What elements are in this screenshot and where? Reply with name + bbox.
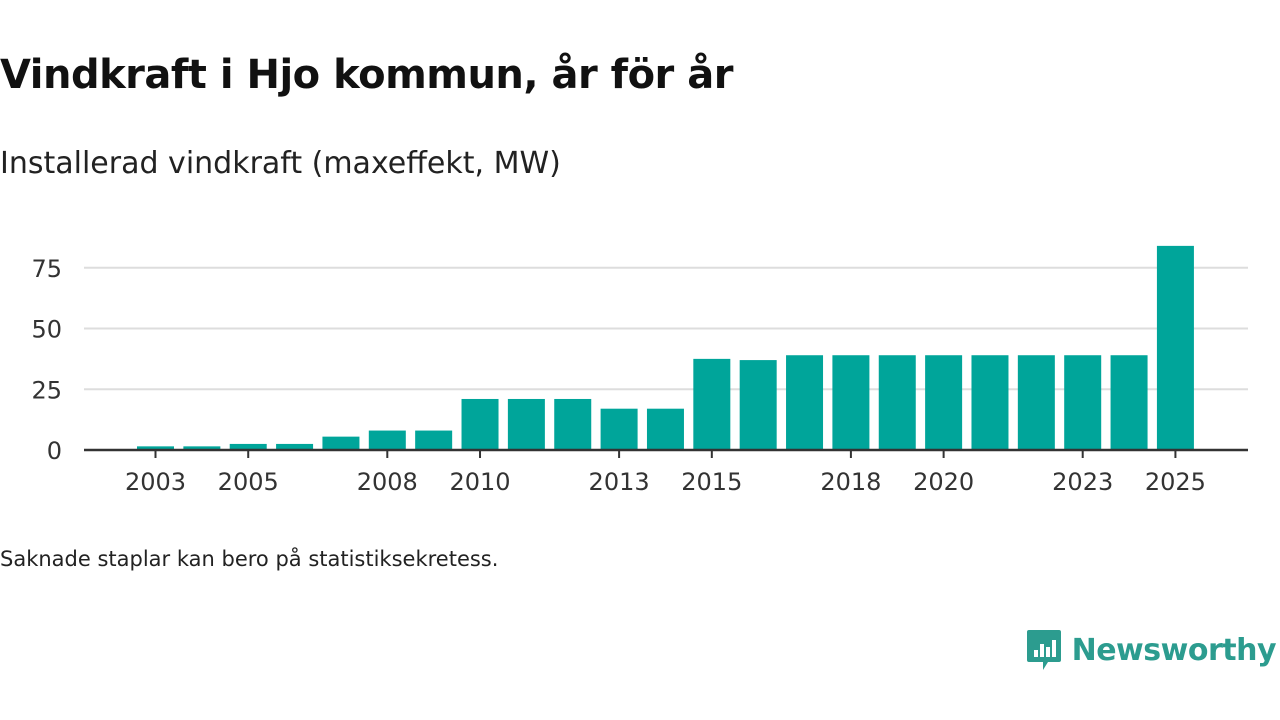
x-tick-label: 2005 bbox=[218, 468, 279, 496]
bar bbox=[1064, 355, 1102, 450]
bar bbox=[739, 360, 777, 450]
y-tick-label: 75 bbox=[31, 255, 62, 283]
newsworthy-logo-icon bbox=[1026, 630, 1061, 670]
brand-name: Newsworthy bbox=[1071, 632, 1277, 668]
bar bbox=[1017, 355, 1055, 450]
bar bbox=[646, 408, 684, 450]
bar bbox=[229, 443, 267, 450]
x-tick-label: 2013 bbox=[589, 468, 650, 496]
chart-subtitle: Installerad vindkraft (maxeffekt, MW) bbox=[0, 146, 561, 181]
bar bbox=[415, 430, 453, 450]
bar bbox=[971, 355, 1009, 450]
x-tick-label: 2015 bbox=[681, 468, 742, 496]
y-tick-label: 50 bbox=[31, 316, 62, 344]
y-tick-label: 0 bbox=[47, 437, 62, 465]
bar bbox=[925, 355, 963, 450]
bar bbox=[693, 358, 731, 450]
x-tick-label: 2023 bbox=[1052, 468, 1113, 496]
brand-logo: Newsworthy bbox=[1026, 628, 1277, 672]
y-tick-label: 25 bbox=[31, 376, 62, 404]
bar bbox=[554, 398, 592, 450]
chart-title: Vindkraft i Hjo kommun, år för år bbox=[0, 52, 733, 98]
bar bbox=[1110, 355, 1148, 450]
bar bbox=[878, 355, 916, 450]
bar bbox=[507, 398, 545, 450]
bar bbox=[137, 446, 174, 450]
bar bbox=[600, 408, 638, 450]
bar bbox=[461, 398, 499, 450]
x-tick-label: 2003 bbox=[125, 468, 186, 496]
bar bbox=[276, 443, 314, 450]
x-tick-label: 2025 bbox=[1145, 468, 1206, 496]
bar bbox=[183, 446, 221, 450]
bar bbox=[368, 430, 406, 450]
x-tick-label: 2008 bbox=[357, 468, 418, 496]
bar bbox=[786, 355, 824, 450]
x-tick-label: 2020 bbox=[913, 468, 974, 496]
bar bbox=[1156, 245, 1194, 450]
bar bbox=[832, 355, 870, 450]
footnote: Saknade staplar kan bero på statistiksek… bbox=[0, 547, 499, 571]
bar-chart: 0 25 50 75 2003 2005 2008 2010 2013 2015 2018 2020 2… bbox=[31, 245, 1248, 496]
x-tick-label: 2018 bbox=[820, 468, 881, 496]
x-tick-label: 2010 bbox=[449, 468, 510, 496]
bar bbox=[322, 436, 360, 450]
